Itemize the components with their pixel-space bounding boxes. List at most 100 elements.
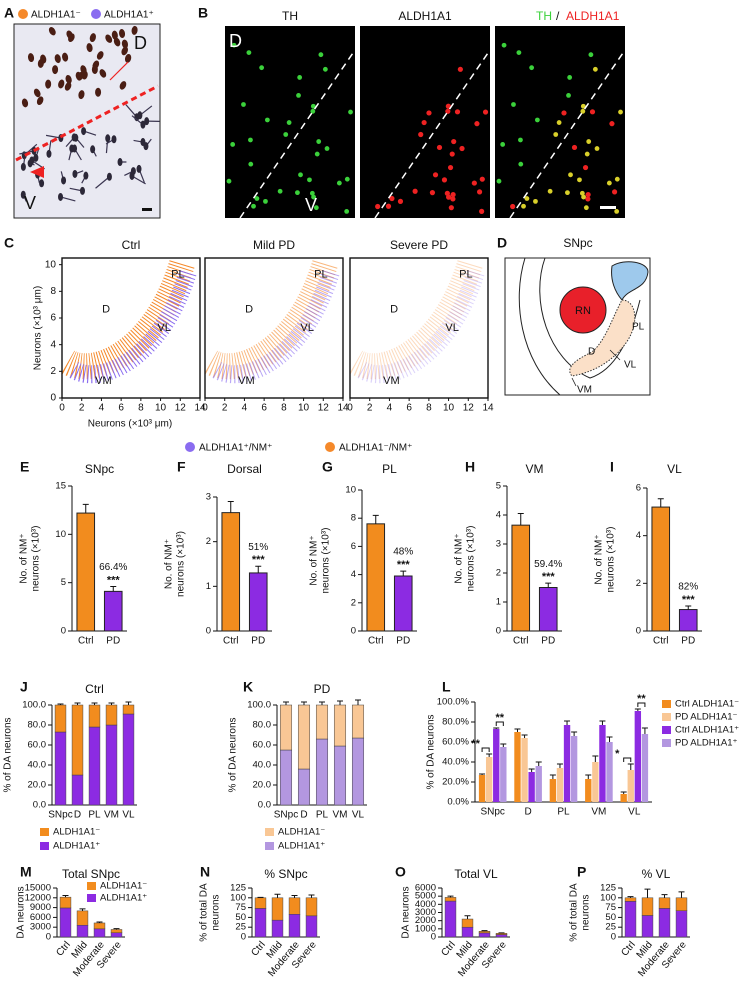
significance: * xyxy=(615,748,620,760)
cell xyxy=(80,65,87,75)
cell xyxy=(583,205,589,211)
cell xyxy=(71,133,77,142)
bar-segment xyxy=(110,932,123,938)
x-tick-label: D xyxy=(300,810,307,821)
panel-letter: G xyxy=(322,459,333,475)
annotation: *** xyxy=(682,594,696,606)
legend-label: ALDH1A1⁻/NM⁺ xyxy=(339,443,412,454)
y-axis-label: No. of NM⁺ xyxy=(19,533,30,583)
cell xyxy=(316,139,322,144)
y-tick-label: 6000 xyxy=(415,883,436,894)
y-tick-label: 20.0 xyxy=(253,780,272,791)
error-bar xyxy=(556,763,563,768)
cell xyxy=(529,65,535,71)
cell xyxy=(95,87,102,97)
cell xyxy=(58,79,65,89)
x-tick-label: D xyxy=(74,810,81,821)
bar-segment xyxy=(105,704,118,726)
bar xyxy=(556,768,564,802)
legend-swatch xyxy=(662,726,671,734)
bar-segment xyxy=(76,924,89,938)
bar-segment xyxy=(658,908,671,938)
error-bar xyxy=(96,921,103,923)
error-bar xyxy=(91,702,98,705)
legend-label: ALDH1A1⁺ xyxy=(100,893,147,904)
annotation: *** xyxy=(107,574,121,586)
bar-segment xyxy=(305,915,318,938)
legend-label: PD ALDH1A1⁺ xyxy=(675,738,738,749)
y-tick-label: 15 xyxy=(55,481,66,492)
bar xyxy=(678,609,698,632)
bar-segment xyxy=(88,726,101,806)
y-tick-label: 80.0% xyxy=(442,717,469,728)
cell xyxy=(283,132,289,137)
bar xyxy=(528,772,535,802)
bar-segment xyxy=(658,897,671,909)
cell xyxy=(618,109,623,115)
y-tick-label: 2000 xyxy=(415,915,436,926)
y-tick-label: 100 xyxy=(230,892,246,903)
significance: ** xyxy=(495,712,504,724)
legend-swatch xyxy=(91,9,101,19)
panel-letter: L xyxy=(442,679,451,695)
bar xyxy=(585,779,592,802)
snpc-region xyxy=(569,299,636,377)
bar xyxy=(563,725,571,802)
cell xyxy=(553,132,559,137)
x-tick-label: 2 xyxy=(222,403,228,414)
cell xyxy=(518,161,524,167)
x-tick-label: 0 xyxy=(202,403,208,414)
diagram-label: VM xyxy=(577,385,592,396)
y-tick-label: 0 xyxy=(636,626,641,637)
error-bar xyxy=(564,720,571,725)
bar-segment xyxy=(93,922,106,930)
cell xyxy=(111,135,117,144)
bar-segment xyxy=(54,731,67,806)
x-tick-label: Ctrl xyxy=(653,636,669,647)
bar-segment xyxy=(624,897,637,902)
x-tick-label: VM xyxy=(104,810,119,821)
cell xyxy=(516,50,522,56)
error-bar xyxy=(634,708,641,711)
bar-segment xyxy=(333,704,347,747)
cell xyxy=(131,25,138,35)
y-axis-label: No. of NM⁺ xyxy=(454,533,465,583)
legend-label: ALDH1A1⁻ xyxy=(278,827,325,838)
bar-segment xyxy=(122,704,135,715)
channel-title: / xyxy=(556,9,560,23)
cell xyxy=(580,103,586,109)
panel-letter: C xyxy=(4,235,14,251)
error-bar xyxy=(479,773,486,775)
y-tick-label: 6000 xyxy=(30,912,51,923)
y-tick-label: 3 xyxy=(206,492,211,503)
bar xyxy=(599,725,606,802)
bar-segment xyxy=(624,901,637,938)
arrowhead xyxy=(30,166,44,178)
region-label: PL xyxy=(459,269,472,281)
cell xyxy=(584,151,590,157)
cell xyxy=(426,110,432,116)
plot-title: Ctrl xyxy=(122,238,141,252)
cell xyxy=(118,29,126,38)
region-label: D xyxy=(245,304,253,316)
panel-letter: J xyxy=(20,679,28,695)
cell xyxy=(311,194,317,200)
y-axis-label: neurons xyxy=(581,894,592,930)
cell xyxy=(579,190,585,196)
bar-segment xyxy=(297,704,311,770)
y-axis-label: neurons (×10³) xyxy=(31,526,42,592)
cell xyxy=(344,176,350,182)
bar-segment xyxy=(315,738,329,806)
boundary-line xyxy=(239,49,356,219)
cell xyxy=(79,186,85,195)
panel-letter: F xyxy=(177,459,186,475)
y-tick-label: 1000 xyxy=(415,923,436,934)
error-bar xyxy=(447,895,454,898)
error-bar xyxy=(108,702,115,705)
cell xyxy=(518,137,523,143)
legend-swatch xyxy=(265,842,274,850)
legend-label: Ctrl ALDH1A1⁺ xyxy=(675,725,739,736)
bar-segment xyxy=(495,933,508,935)
cell xyxy=(561,110,567,116)
plot-frame xyxy=(204,257,344,399)
